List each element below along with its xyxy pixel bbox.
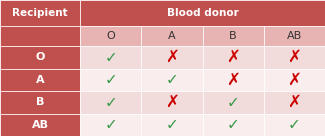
Bar [80,46,141,69]
Text: AB: AB [32,120,48,130]
Bar [202,91,264,114]
Text: ✗: ✗ [287,93,301,111]
Text: ✓: ✓ [104,72,117,87]
Bar [264,46,325,69]
Text: B: B [229,31,237,41]
Bar [141,114,202,136]
Bar [264,26,325,46]
Text: A: A [168,31,176,41]
Text: ✓: ✓ [165,72,178,87]
Bar [264,114,325,136]
Text: ✗: ✗ [287,48,301,66]
Bar [141,46,202,69]
Bar [80,69,141,91]
Bar [264,91,325,114]
Text: ✗: ✗ [226,71,240,89]
Text: O: O [106,31,115,41]
Text: ✓: ✓ [104,117,117,132]
Bar [80,0,325,26]
Text: ✓: ✓ [104,50,117,65]
Text: ✓: ✓ [104,95,117,110]
Bar [80,114,141,136]
Text: ✗: ✗ [165,48,179,66]
Bar [141,26,202,46]
Bar [0,46,80,69]
Text: AB: AB [287,31,302,41]
Bar [80,91,141,114]
Bar [80,26,141,46]
Bar [141,91,202,114]
Bar [202,114,264,136]
Text: B: B [36,97,44,107]
Bar [0,69,80,91]
Bar [0,114,80,136]
Text: ✓: ✓ [288,117,301,132]
Bar [202,26,264,46]
Text: Recipient: Recipient [12,8,68,18]
Text: ✗: ✗ [287,71,301,89]
Text: ✓: ✓ [165,117,178,132]
Text: ✗: ✗ [165,93,179,111]
Bar [141,69,202,91]
Bar [0,0,80,26]
Text: Blood donor: Blood donor [167,8,238,18]
Text: ✗: ✗ [226,48,240,66]
Text: A: A [36,75,44,85]
Bar [202,46,264,69]
Bar [264,69,325,91]
Text: ✓: ✓ [227,117,240,132]
Bar [0,91,80,114]
Bar [0,26,80,46]
Bar [202,69,264,91]
Text: ✓: ✓ [227,95,240,110]
Text: O: O [35,52,45,62]
